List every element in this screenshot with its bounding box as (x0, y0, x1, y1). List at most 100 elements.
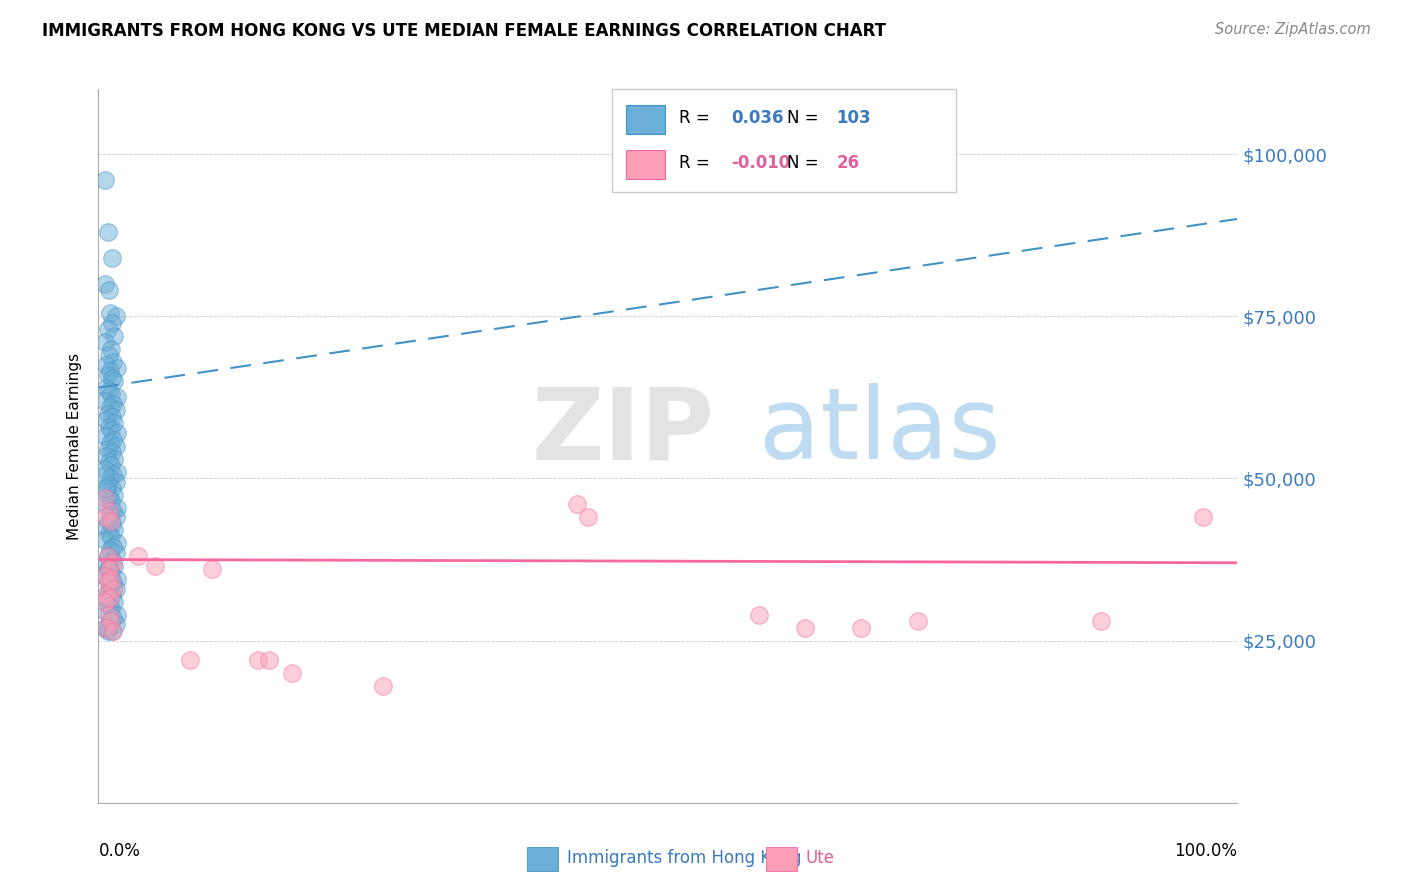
Point (97, 562, 120, 576)
Point (97, 348, 120, 362)
Point (94, 277, 117, 291)
Point (100, 494, 122, 508)
Point (104, 310, 127, 324)
Point (96, 520, 118, 534)
Point (98, 614, 121, 628)
Point (96, 358, 118, 372)
Point (104, 403, 127, 417)
Point (101, 516, 124, 531)
Point (97, 607, 120, 622)
Point (105, 572, 128, 586)
Point (94, 568, 117, 582)
Point (103, 328, 125, 343)
Point (103, 417, 125, 431)
Point (96, 556, 118, 570)
Point (98, 435, 121, 450)
Point (97, 455, 120, 469)
Point (105, 536, 128, 550)
Point (104, 582, 127, 596)
Point (101, 409, 124, 424)
Text: R =: R = (679, 154, 710, 172)
Point (127, 549, 149, 564)
Point (94, 468, 117, 483)
Point (371, 679, 394, 693)
Point (576, 510, 599, 524)
Point (101, 624, 124, 638)
Point (96, 510, 118, 524)
Point (101, 316, 124, 330)
Point (94, 604, 117, 618)
Text: R =: R = (679, 109, 710, 127)
Point (96, 225, 118, 239)
Point (94, 429, 117, 443)
Point (1090, 614, 1112, 628)
Point (96, 621, 118, 635)
Point (100, 566, 122, 580)
Point (94, 621, 117, 635)
Point (103, 504, 125, 518)
Point (748, 607, 770, 622)
Point (104, 510, 127, 524)
Point (565, 497, 588, 511)
Point (101, 371, 124, 385)
Point (103, 540, 125, 554)
Point (281, 666, 304, 681)
Point (100, 601, 122, 615)
Point (103, 468, 125, 483)
Point (94, 595, 117, 609)
Text: N =: N = (787, 154, 818, 172)
Point (96, 481, 118, 495)
Point (96, 368, 118, 382)
Point (98, 542, 121, 557)
Point (793, 621, 815, 635)
Point (100, 458, 122, 473)
Point (179, 653, 201, 667)
Text: 0.0%: 0.0% (98, 842, 141, 860)
Text: ZIP: ZIP (531, 384, 714, 480)
Point (97, 419, 120, 434)
Text: atlas: atlas (759, 384, 1001, 480)
Point (97, 562, 120, 576)
Text: Ute: Ute (806, 849, 835, 867)
Point (101, 552, 124, 566)
Point (97, 562, 120, 576)
Point (97, 526, 120, 541)
Point (259, 653, 281, 667)
Point (103, 433, 125, 447)
Point (96, 484, 118, 499)
Point (98, 471, 121, 485)
Point (100, 387, 122, 401)
Point (96, 591, 118, 606)
Text: 100.0%: 100.0% (1174, 842, 1237, 860)
Point (96, 322, 118, 336)
Point (103, 488, 125, 502)
Point (97, 283, 120, 297)
Point (96, 381, 118, 395)
Text: Source: ZipAtlas.com: Source: ZipAtlas.com (1215, 22, 1371, 37)
Text: 26: 26 (837, 154, 859, 172)
Point (98, 364, 121, 378)
Point (97, 504, 120, 518)
Point (105, 465, 128, 479)
Point (100, 514, 122, 528)
Y-axis label: Median Female Earnings: Median Female Earnings (67, 352, 83, 540)
Point (100, 614, 122, 628)
Point (98, 578, 121, 592)
Point (98, 507, 121, 521)
Point (145, 559, 167, 574)
Point (103, 374, 125, 388)
Point (94, 568, 117, 582)
Point (96, 575, 118, 590)
Point (94, 393, 117, 408)
Point (101, 445, 124, 459)
Point (105, 500, 128, 515)
Point (101, 481, 124, 495)
Point (98, 591, 121, 606)
Text: 103: 103 (837, 109, 872, 127)
Point (96, 549, 118, 564)
Point (103, 397, 125, 411)
Text: 0.036: 0.036 (731, 109, 783, 127)
Point (100, 530, 122, 544)
Point (104, 439, 127, 453)
Point (105, 361, 128, 376)
